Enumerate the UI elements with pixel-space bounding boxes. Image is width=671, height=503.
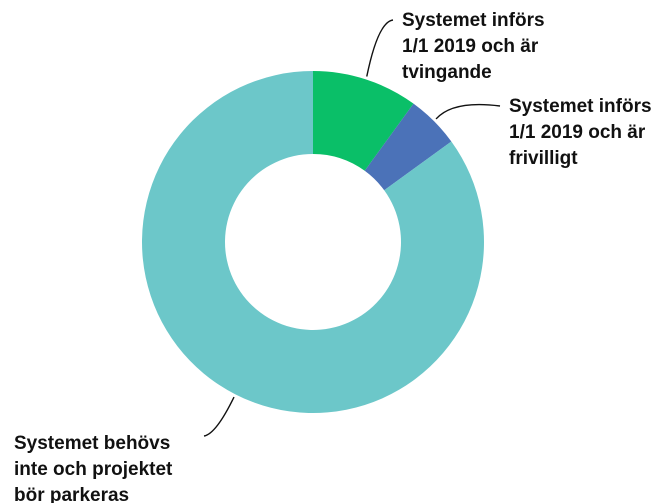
slice-label-tvingande: Systemet införs 1/1 2019 och är tvingand… xyxy=(402,10,550,83)
slices xyxy=(142,71,485,413)
leader-line-tvingande xyxy=(366,19,394,77)
slice-label-frivilligt-line-2: 1/1 2019 och är xyxy=(509,122,646,143)
leader-lines xyxy=(203,19,501,437)
slice-label-frivilligt-line-1: Systemet införs xyxy=(509,96,652,117)
slice-tvingande xyxy=(313,71,414,171)
slice-label-tvingande-line-3: tvingande xyxy=(402,62,492,83)
slice-label-parkeras-line-2: inte och projektet xyxy=(14,459,173,480)
slice-label-parkeras: Systemet behövs inte och projektet bör p… xyxy=(14,433,178,503)
slice-label-tvingande-line-1: Systemet införs xyxy=(402,10,545,31)
slice-label-frivilligt: Systemet införs 1/1 2019 och är frivilli… xyxy=(509,96,657,169)
leader-line-frivilligt xyxy=(435,103,501,120)
slice-label-frivilligt-line-3: frivilligt xyxy=(509,148,578,169)
slice-label-parkeras-line-3: bör parkeras xyxy=(14,485,129,503)
slice-label-parkeras-line-1: Systemet behövs xyxy=(14,433,170,454)
leader-line-parkeras xyxy=(203,396,235,437)
slice-frivilligt xyxy=(364,103,452,191)
slice-label-tvingande-line-2: 1/1 2019 och är xyxy=(402,36,539,57)
slice-parkeras xyxy=(142,71,485,413)
